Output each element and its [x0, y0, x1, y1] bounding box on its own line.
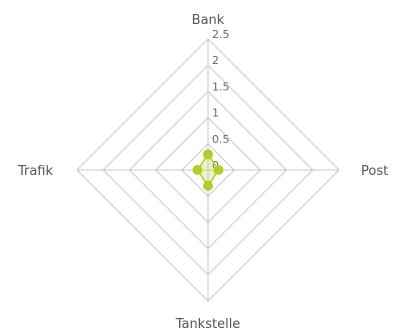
category-label-bank: Bank	[192, 13, 225, 28]
category-label-post: Post	[361, 164, 388, 179]
tick-label-4: 2	[212, 54, 219, 67]
category-label-tankstelle: Tankstelle	[175, 317, 241, 332]
data-point-tankstelle	[203, 180, 213, 191]
radar-tick-labels: 00.511.522.5	[212, 28, 230, 172]
radar-series	[192, 149, 224, 191]
tick-label-5: 2.5	[212, 28, 230, 41]
data-point-bank	[203, 149, 213, 160]
data-point-trafik	[192, 165, 203, 175]
data-point-post	[213, 165, 224, 175]
tick-label-2: 1	[212, 107, 219, 120]
category-label-trafik: Trafik	[17, 164, 54, 179]
tick-label-3: 1.5	[212, 80, 230, 93]
radar-axes	[77, 39, 339, 301]
tick-label-1: 0.5	[212, 133, 230, 146]
